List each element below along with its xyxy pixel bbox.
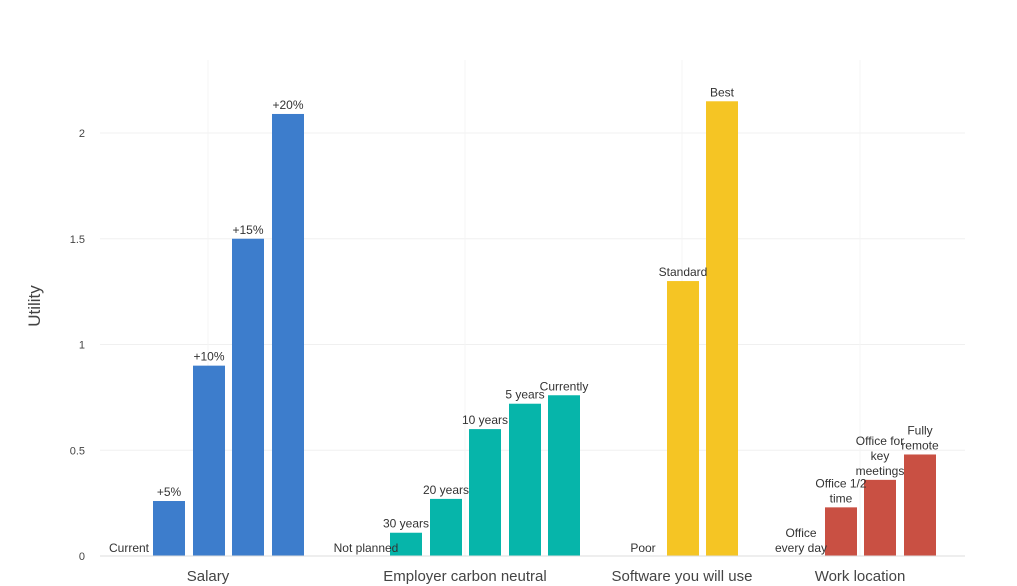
bar — [509, 403, 541, 556]
category-label: Software you will use — [612, 568, 753, 585]
bar — [706, 101, 738, 557]
y-tick-label: 1 — [79, 340, 85, 352]
bar — [469, 429, 501, 556]
bar-label: Poor — [630, 541, 655, 555]
bar-label: Office every day — [775, 526, 827, 555]
y-tick-label: 1.5 — [70, 234, 85, 246]
bar-label: Not planned — [334, 541, 399, 555]
bar — [548, 395, 580, 556]
category-label: Employer carbon neutral — [383, 568, 546, 585]
bar-label: Currently — [540, 379, 589, 393]
bar — [272, 113, 304, 556]
category-label: Salary — [187, 568, 230, 585]
bar-label: 30 years — [383, 517, 429, 531]
bar-label: Best — [710, 85, 735, 99]
bar — [825, 507, 857, 556]
bar — [430, 498, 462, 556]
y-tick-label: 2 — [79, 128, 85, 140]
bar-label: +15% — [232, 223, 263, 237]
bar — [193, 365, 225, 556]
bar — [904, 454, 936, 556]
bar-label: Fully remote — [901, 423, 939, 452]
bar — [232, 238, 264, 556]
bar-label: Current — [109, 541, 150, 555]
bar-label: Standard — [659, 265, 708, 279]
bar-label: 5 years — [505, 388, 544, 402]
axes: 0 0.5 1 1.5 2 Salary Employer carbon neutral So… — [70, 128, 965, 585]
bar-label: Office 1/2 time — [815, 476, 866, 505]
y-axis-label: Utility — [25, 285, 44, 327]
bar-label: 20 years — [423, 483, 469, 497]
bar — [153, 501, 185, 556]
bars — [153, 101, 936, 557]
bar-label: +20% — [272, 98, 303, 112]
category-label: Work location — [815, 568, 906, 585]
bar-label: 10 years — [462, 413, 508, 427]
bar — [864, 479, 896, 556]
bar-label: +5% — [157, 485, 182, 499]
y-tick-label: 0.5 — [70, 445, 85, 457]
bar-label: Office for key meetings — [856, 434, 905, 478]
bar — [390, 532, 422, 556]
bar-label: +10% — [193, 350, 224, 364]
bar-labels: Current +5% +10% +15% +20% Not planned 30 year… — [109, 85, 939, 555]
y-tick-label: 0 — [79, 551, 85, 563]
bar — [667, 281, 699, 556]
